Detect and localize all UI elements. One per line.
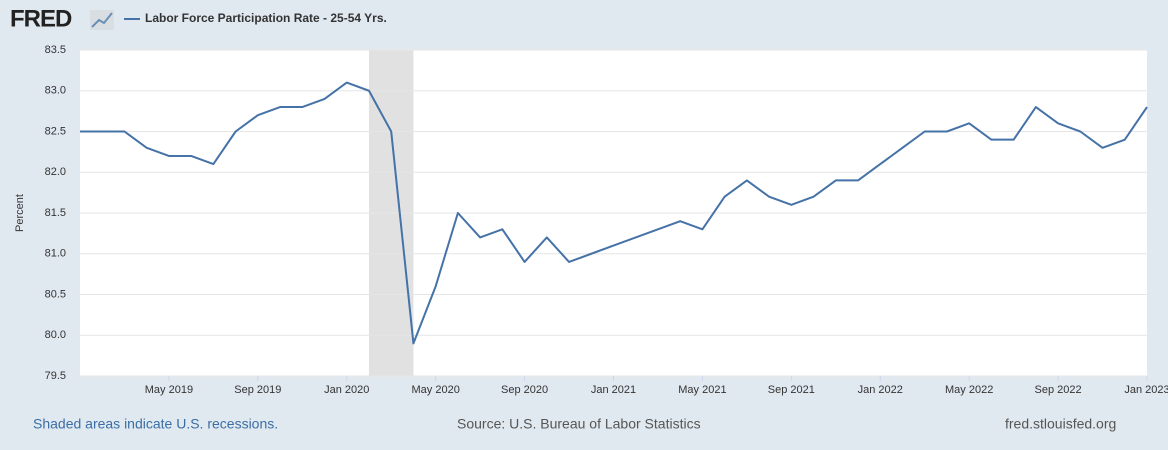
y-tick-label: 82.0 [45, 166, 66, 178]
y-tick-label: 80.5 [45, 288, 66, 300]
x-tick-label: Sep 2022 [1035, 384, 1082, 396]
logo-icon-line [91, 12, 113, 28]
y-tick-label: 80.0 [45, 329, 66, 341]
logo-icon-box [90, 10, 114, 30]
y-tick-label: 79.5 [45, 370, 66, 382]
y-axis-label: Percent [14, 194, 26, 232]
y-tick-label: 83.5 [45, 44, 66, 56]
logo: FRED [10, 5, 72, 32]
y-tick-label: 82.5 [45, 125, 66, 137]
x-tick-label: Sep 2019 [234, 384, 281, 396]
footer-link[interactable]: fred.stlouisfed.org [1005, 416, 1116, 432]
logo-icon [90, 10, 114, 30]
data-line [80, 81, 1148, 345]
x-tick-label: Sep 2020 [501, 384, 548, 396]
x-tick-label: May 2022 [945, 384, 993, 396]
x-tick-label: Jan 2021 [591, 384, 636, 396]
legend-label: Labor Force Participation Rate - 25-54 Y… [145, 11, 387, 25]
y-tick-label: 81.0 [45, 248, 66, 260]
x-tick-label: May 2019 [145, 384, 193, 396]
x-tick-label: Jan 2022 [858, 384, 903, 396]
x-tick-label: Jan 2020 [324, 384, 369, 396]
x-tick-label: May 2020 [412, 384, 460, 396]
x-tick-label: May 2021 [678, 384, 726, 396]
y-tick-label: 81.5 [45, 207, 66, 219]
footer-source: Source: U.S. Bureau of Labor Statistics [457, 416, 701, 432]
y-tick-label: 83.0 [45, 85, 66, 97]
x-tick-label: Sep 2021 [768, 384, 815, 396]
footer-note[interactable]: Shaded areas indicate U.S. recessions. [33, 416, 278, 432]
x-tick-label: Jan 2023 [1124, 384, 1168, 396]
